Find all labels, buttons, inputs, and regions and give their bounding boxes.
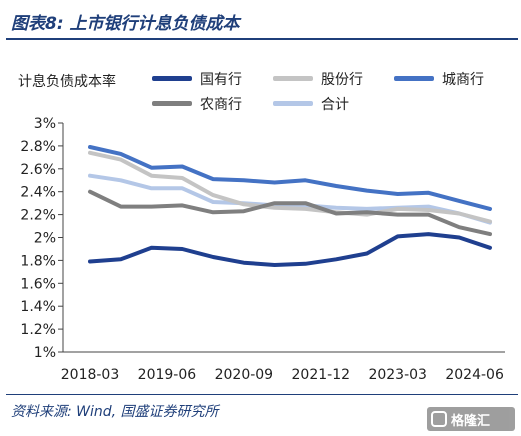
y-tick-label: 2.6% [20,162,56,178]
footer-divider [6,394,518,395]
x-tick-label: 2018-03 [61,367,120,383]
legend-swatch [273,76,313,81]
y-tick-label: 1.8% [20,253,56,269]
legend-item-nongshanghang: 农商行 [152,94,272,113]
series-line-3 [88,189,492,237]
axes: 1% 1.2% 1.4% 1.6% 1.8% 2% 2.2% 2.4% 2.6% 2.8% 3% 20… [20,116,505,383]
chart-header: 图表8: 上市银行计息负债成本 [0,0,521,40]
y-tick-label: 2.2% [20,208,56,224]
y-axis-label: 计息负债成本率 [18,74,116,90]
legend-item-gufenhang: 股份行 [273,69,393,88]
header-divider [6,38,518,40]
chart-title: 图表8: 上市银行计息负债成本 [11,14,240,34]
legend-swatch [152,101,192,106]
legend-item-heji: 合计 [273,94,393,113]
legend-swatch [273,101,313,106]
legend-swatch [152,76,192,81]
y-tick-label: 1% [34,345,56,361]
watermark-text: 格隆汇 [451,414,491,429]
series-line-4 [88,173,492,225]
series-line-2 [88,145,492,211]
series-line-1 [88,150,492,224]
legend-label: 合计 [321,97,349,113]
watermark-logo: 格隆汇 [427,407,515,431]
x-tick-label: 2024-06 [445,367,504,383]
legend-label: 城商行 [442,72,484,88]
legend-item-chengshanghang: 城商行 [394,69,514,88]
legend-label: 国有行 [200,72,242,88]
y-tick-label: 1.2% [20,322,56,338]
y-tick-label: 2.8% [20,139,56,155]
series-line-0 [88,232,492,267]
y-tick-label: 2% [34,231,56,247]
y-tick-label: 1.4% [20,299,56,315]
line-chart: 1% 1.2% 1.4% 1.6% 1.8% 2% 2.2% 2.4% 2.6% 2.8% 3% 20… [20,116,505,383]
y-tick-label: 3% [34,116,56,132]
legend-item-guoyouhang: 国有行 [152,69,272,88]
x-tick-label: 2023-03 [368,367,427,383]
y-tick-label: 2.4% [20,185,56,201]
x-tick-label: 2020-09 [215,367,274,383]
source-note: 资料来源: Wind, 国盛证券研究所 [11,404,219,420]
logo-icon [431,411,447,427]
x-tick-label: 2019-06 [138,367,197,383]
legend-label: 农商行 [200,97,242,113]
series-lines [88,145,492,267]
legend-swatch [394,76,434,81]
x-tick-label: 2021-12 [292,367,351,383]
legend-label: 股份行 [321,72,363,88]
y-tick-label: 1.6% [20,276,56,292]
